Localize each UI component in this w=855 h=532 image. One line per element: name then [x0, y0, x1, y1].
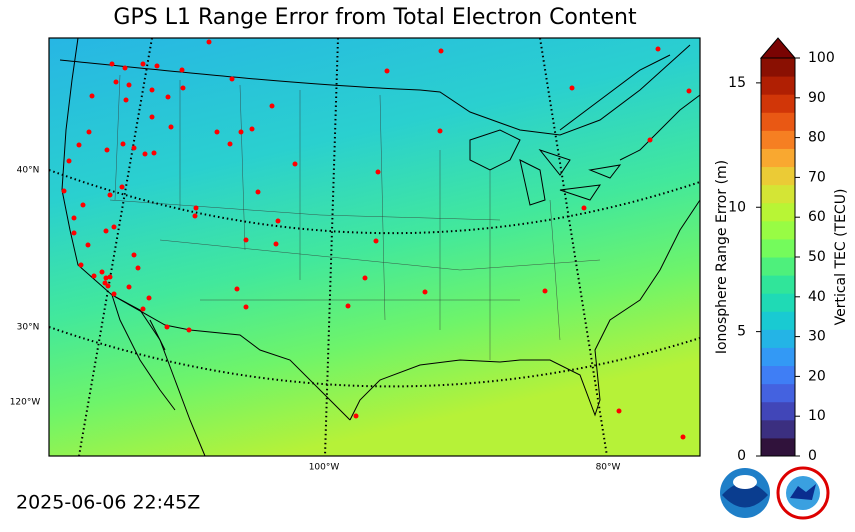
left-tick-label: 0	[737, 448, 746, 464]
right-tick-label: 0	[808, 448, 817, 464]
stations	[61, 39, 692, 440]
colorbar-segment	[761, 347, 795, 367]
colorbar-segment	[761, 130, 795, 149]
colorbar-segment	[761, 257, 795, 276]
colorbar-right-label: Vertical TEC (TECU)	[833, 189, 849, 326]
colorbar-segment	[761, 76, 795, 95]
state-lines	[109, 74, 601, 360]
colorbar-segment	[761, 184, 795, 204]
right-tick-label: 90	[808, 90, 826, 106]
colorbar-left-label: Ionosphere Range Error (m)	[714, 160, 730, 354]
parallel-30n	[48, 326, 701, 388]
meridian-120w	[78, 37, 153, 457]
colorbar-segment	[761, 437, 795, 457]
right-tick-label: 30	[808, 329, 826, 345]
left-tick-label: 5	[737, 324, 746, 340]
logos	[720, 466, 830, 520]
lat-label: 40°N	[17, 166, 40, 176]
baja	[111, 294, 176, 411]
colorbar-segment	[761, 202, 795, 222]
colorbar-segment	[761, 365, 795, 385]
lon-label: 120°W	[10, 398, 41, 408]
right-tick-label: 80	[808, 130, 826, 146]
lon-label: 100°W	[309, 463, 340, 473]
coastline	[61, 37, 206, 457]
left-tick-label: 10	[728, 199, 746, 215]
colorbar-segment	[761, 112, 795, 131]
colorbar-segment	[761, 166, 795, 186]
right-tick-label: 10	[808, 408, 826, 424]
great-lakes	[469, 129, 622, 206]
meridian-80w	[539, 37, 608, 457]
colorbar: 0 5 10 15 0 10 20 30 40 50 60 70 80 90 100	[728, 37, 835, 464]
right-tick-label: 20	[808, 368, 826, 384]
gulf-coast	[349, 199, 701, 421]
right-tick-label: 50	[808, 249, 826, 265]
colorbar-segment	[761, 383, 795, 403]
colorbar-segment	[761, 311, 795, 330]
parallel-40n	[48, 169, 701, 235]
colorbar-segment	[761, 148, 795, 168]
right-tick-label: 60	[808, 209, 826, 225]
lat-label: 30°N	[17, 323, 40, 333]
lon-label: 80°W	[596, 463, 621, 473]
colorbar-segment	[761, 329, 795, 348]
tec-field	[49, 38, 700, 456]
colorbar-segment	[761, 293, 795, 312]
east-coast	[559, 54, 701, 161]
colorbar-extend	[759, 37, 797, 59]
left-tick-label: 15	[728, 75, 746, 91]
border	[59, 44, 691, 136]
right-tick-label: 70	[808, 169, 826, 185]
colorbar-segment	[761, 58, 795, 77]
colorbar-segment	[761, 401, 795, 421]
timestamp: 2025-06-06 22:45Z	[16, 492, 200, 514]
colorbar-segment	[761, 275, 795, 294]
map-frame	[48, 37, 701, 457]
colorbar-segment	[761, 94, 795, 113]
right-tick-label: 100	[808, 50, 835, 66]
right-tick-label: 40	[808, 289, 826, 305]
colorbar-segment	[761, 238, 795, 258]
title: GPS L1 Range Error from Total Electron C…	[113, 5, 637, 30]
map	[48, 37, 701, 457]
colorbar-segment	[761, 419, 795, 439]
colorbar-segment	[761, 220, 795, 240]
